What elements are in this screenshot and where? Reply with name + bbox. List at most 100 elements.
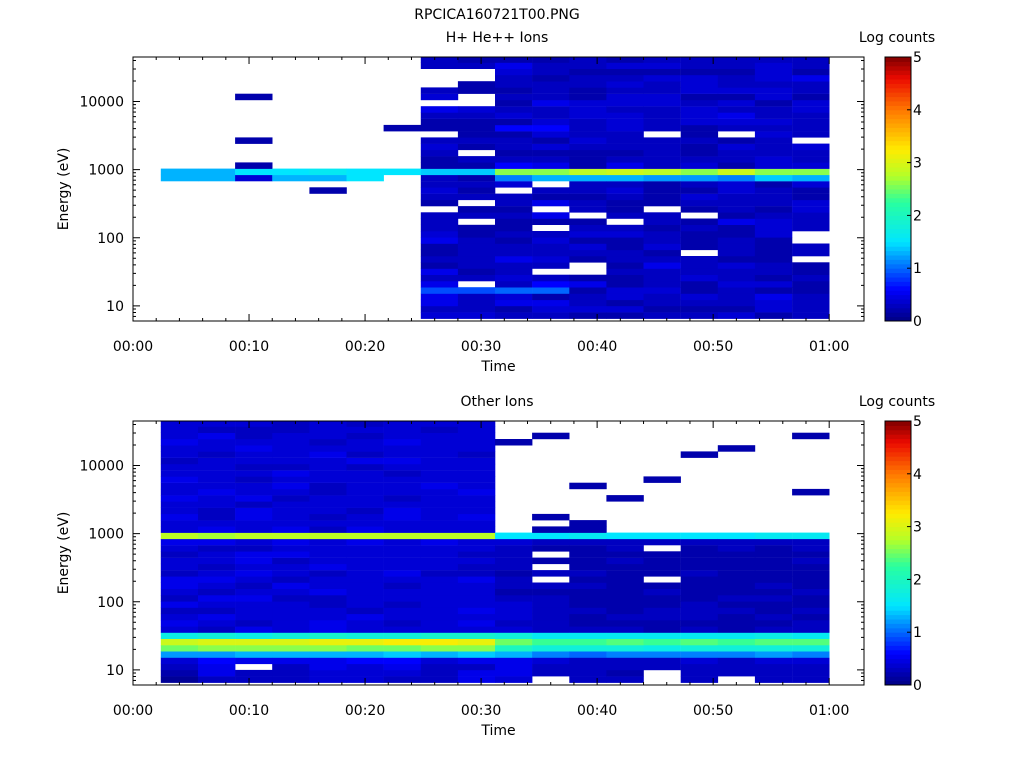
colorbar-segment: [885, 535, 911, 541]
heatmap-cell: [532, 187, 570, 194]
heatmap-cell: [680, 68, 719, 76]
colorbar-segment: [885, 539, 911, 545]
heatmap-cell: [717, 570, 756, 577]
heatmap-cell: [235, 582, 273, 589]
heatmap-cell: [532, 124, 570, 132]
heatmap-cell: [420, 520, 459, 527]
heatmap-cell: [420, 106, 459, 113]
colorbar-segment: [885, 290, 911, 296]
heatmap-cell: [457, 538, 496, 546]
colorbar-segment: [885, 285, 911, 291]
heatmap-cell: [346, 570, 384, 577]
colorbar-segment: [885, 495, 911, 501]
heatmap-cell: [643, 312, 681, 319]
heatmap-cell: [643, 532, 681, 540]
heatmap-cell: [160, 576, 199, 583]
heatmap-cell: [754, 669, 793, 677]
heatmap-cell: [420, 87, 459, 94]
heatmap-cell: [792, 118, 830, 126]
heatmap-cell: [717, 632, 756, 639]
heatmap-cell: [160, 532, 199, 540]
heatmap-cell: [606, 249, 644, 257]
colorbar-segment: [885, 70, 911, 76]
heatmap-cell: [680, 256, 719, 263]
heatmap-cell: [495, 538, 533, 546]
colorbar-segment: [885, 158, 911, 164]
heatmap-cell: [420, 57, 459, 63]
heatmap-cell: [532, 168, 570, 176]
heatmap-cell: [420, 432, 459, 440]
heatmap-cell: [198, 588, 236, 596]
heatmap-cell: [606, 595, 644, 602]
heatmap-cell: [643, 112, 681, 119]
colorbar-segment: [885, 167, 911, 172]
heatmap-cell: [457, 181, 496, 188]
colorbar-segment: [885, 429, 911, 435]
heatmap-cell: [457, 193, 496, 201]
heatmap-cell: [420, 193, 459, 201]
heatmap-cell: [792, 93, 830, 101]
heatmap-cell: [495, 99, 533, 107]
heatmap-cell: [198, 520, 236, 527]
heatmap-cell: [309, 551, 347, 558]
heatmap-cell: [420, 439, 459, 446]
heatmap-cell: [495, 62, 533, 69]
colorbar-segment: [885, 228, 911, 234]
heatmap-cell: [346, 582, 384, 589]
heatmap-cell: [643, 99, 681, 107]
colorbar-segment: [885, 451, 911, 457]
heatmap-cell: [495, 112, 533, 119]
heatmap-cell: [420, 112, 459, 119]
heatmap-cell: [420, 645, 459, 652]
heatmap-cell: [643, 62, 681, 69]
colorbar-segment: [885, 215, 911, 221]
heatmap-cell: [680, 81, 719, 88]
heatmap-cell: [717, 620, 756, 627]
heatmap-cell: [346, 645, 384, 652]
colorbar-segment: [885, 443, 911, 448]
heatmap-cell: [383, 488, 421, 496]
heatmap-cell: [457, 669, 496, 677]
heatmap-cell: [754, 181, 793, 188]
heatmap-cell: [309, 645, 347, 652]
heatmap-cell: [754, 149, 793, 157]
heatmap-cell: [420, 149, 459, 157]
heatmap-cell: [346, 457, 384, 465]
heatmap-cell: [457, 143, 496, 151]
colorbar-segment: [885, 184, 911, 190]
heatmap-cell: [606, 563, 644, 571]
heatmap-cell: [717, 663, 756, 671]
colorbar-segment: [885, 303, 911, 309]
heatmap-cell: [792, 87, 830, 94]
heatmap-cell: [383, 513, 421, 521]
heatmap-cell: [198, 432, 236, 440]
heatmap-cell: [495, 439, 533, 446]
heatmap-cell: [383, 601, 421, 608]
heatmap-cell: [680, 57, 719, 63]
heatmap-cell: [346, 463, 384, 471]
heatmap-cell: [309, 174, 347, 182]
heatmap-cell: [792, 149, 830, 157]
heatmap-cell: [198, 421, 236, 427]
heatmap-cell: [198, 501, 236, 508]
heatmap-cell: [235, 601, 273, 608]
heatmap-cell: [606, 143, 644, 151]
heatmap-cell: [383, 557, 421, 565]
colorbar-tick-label: 2: [913, 208, 922, 224]
heatmap-cell: [792, 532, 830, 540]
heatmap-cell: [643, 57, 681, 63]
heatmap-cell: [495, 274, 533, 282]
heatmap-cell: [532, 75, 570, 82]
heatmap-cell: [235, 501, 273, 508]
heatmap-cell: [569, 118, 607, 126]
heatmap-cell: [717, 576, 756, 583]
heatmap-cell: [198, 669, 236, 677]
heatmap-cell: [643, 93, 681, 101]
heatmap-cell: [606, 193, 644, 201]
heatmap-cell: [754, 174, 793, 182]
heatmap-cell: [457, 588, 496, 596]
colorbar-segment: [885, 233, 911, 238]
heatmap-cell: [272, 532, 310, 540]
panel-title: Other Ions: [460, 394, 533, 410]
heatmap-cell: [309, 570, 347, 577]
